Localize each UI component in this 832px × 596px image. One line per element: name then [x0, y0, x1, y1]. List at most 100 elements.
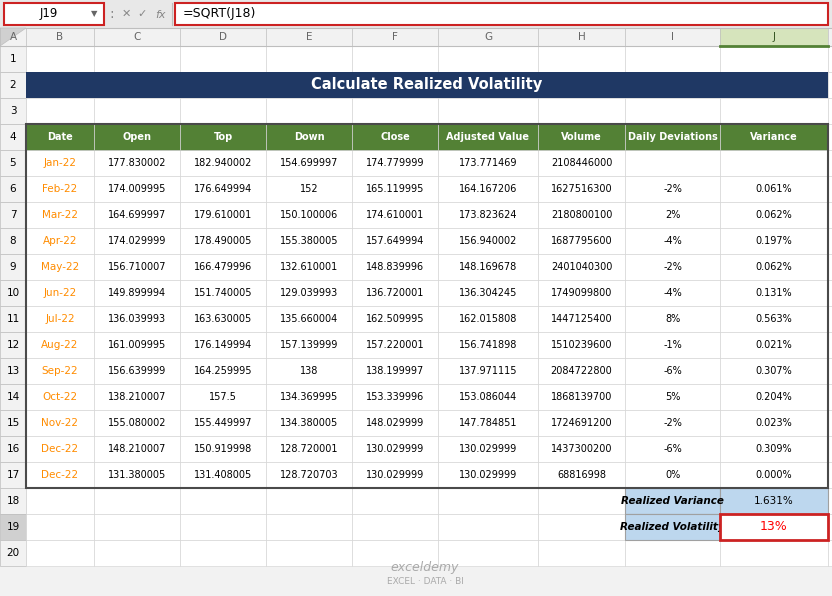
Bar	[720, 358, 828, 384]
Bar	[266, 462, 352, 488]
Bar	[266, 72, 352, 98]
Bar	[625, 514, 720, 540]
Text: Variance: Variance	[750, 132, 798, 142]
Bar	[0, 462, 26, 488]
Bar	[94, 124, 180, 150]
Text: 166.479996: 166.479996	[194, 262, 252, 272]
Text: 2108446000: 2108446000	[551, 158, 612, 168]
Text: 2180800100: 2180800100	[551, 210, 612, 220]
Bar	[94, 332, 180, 358]
Text: 174.779999: 174.779999	[366, 158, 424, 168]
Bar	[538, 124, 625, 150]
Bar	[720, 202, 828, 228]
Text: 3: 3	[10, 106, 17, 116]
Bar	[94, 228, 180, 254]
Bar	[180, 280, 266, 306]
Bar	[94, 462, 180, 488]
Text: ✕: ✕	[121, 9, 131, 19]
Bar	[538, 332, 625, 358]
Bar	[4, 3, 104, 25]
Bar	[180, 462, 266, 488]
Text: 1510239600: 1510239600	[551, 340, 612, 350]
Text: 16: 16	[7, 444, 20, 454]
Bar	[26, 46, 94, 72]
Text: 14: 14	[7, 392, 20, 402]
Bar	[94, 540, 180, 566]
Bar	[438, 514, 538, 540]
Text: 0%: 0%	[665, 470, 680, 480]
Text: 1447125400: 1447125400	[551, 314, 612, 324]
Text: 8: 8	[10, 236, 17, 246]
Bar	[352, 410, 438, 436]
Bar	[625, 306, 720, 332]
Text: 8%: 8%	[665, 314, 680, 324]
Bar	[352, 176, 438, 202]
Text: 13: 13	[7, 366, 20, 376]
Bar	[94, 46, 180, 72]
Bar	[0, 254, 26, 280]
Bar	[828, 514, 832, 540]
Bar	[438, 462, 538, 488]
Bar	[94, 358, 180, 384]
Text: 176.649994: 176.649994	[194, 184, 252, 194]
Bar	[266, 306, 352, 332]
Bar	[438, 124, 538, 150]
Text: Jan-22: Jan-22	[43, 158, 77, 168]
Text: -4%: -4%	[663, 236, 682, 246]
Bar	[26, 410, 94, 436]
Text: Top: Top	[213, 132, 233, 142]
Text: Mar-22: Mar-22	[42, 210, 78, 220]
Text: 150.100006: 150.100006	[280, 210, 338, 220]
Bar	[0, 540, 26, 566]
Bar	[438, 202, 538, 228]
Bar	[625, 410, 720, 436]
Text: 134.380005: 134.380005	[280, 418, 338, 428]
Text: 15: 15	[7, 418, 20, 428]
Bar	[94, 306, 180, 332]
Bar	[625, 228, 720, 254]
Bar	[828, 176, 832, 202]
Text: 151.740005: 151.740005	[194, 288, 252, 298]
Text: 148.839996: 148.839996	[366, 262, 424, 272]
Text: May-22: May-22	[41, 262, 79, 272]
Bar	[438, 72, 538, 98]
Text: 1724691200: 1724691200	[551, 418, 612, 428]
Text: 4: 4	[10, 132, 17, 142]
Bar	[538, 202, 625, 228]
Bar	[180, 514, 266, 540]
Text: EXCEL · DATA · BI: EXCEL · DATA · BI	[387, 576, 463, 585]
Text: Open: Open	[122, 132, 151, 142]
Bar	[0, 332, 26, 358]
Bar	[26, 358, 94, 384]
Text: 1868139700: 1868139700	[551, 392, 612, 402]
Bar	[625, 280, 720, 306]
Bar	[180, 306, 266, 332]
Bar	[0, 124, 26, 150]
Text: Dec-22: Dec-22	[42, 470, 78, 480]
Text: F: F	[392, 32, 398, 42]
Bar	[720, 98, 828, 124]
Bar	[180, 332, 266, 358]
Bar	[352, 228, 438, 254]
Bar	[180, 98, 266, 124]
Text: 164.167206: 164.167206	[458, 184, 518, 194]
Bar	[828, 124, 832, 150]
Bar	[352, 72, 438, 98]
Text: 135.660004: 135.660004	[280, 314, 338, 324]
Bar	[625, 514, 720, 540]
Bar	[94, 514, 180, 540]
Text: Apr-22: Apr-22	[42, 236, 77, 246]
Bar	[352, 202, 438, 228]
Text: J19: J19	[40, 8, 58, 20]
Bar	[828, 46, 832, 72]
Text: 136.304245: 136.304245	[458, 288, 518, 298]
Bar	[720, 124, 828, 150]
Bar	[180, 124, 266, 150]
Bar	[720, 514, 828, 540]
Text: 157.649994: 157.649994	[366, 236, 424, 246]
Bar	[352, 46, 438, 72]
Text: 148.029999: 148.029999	[366, 418, 424, 428]
Bar	[94, 176, 180, 202]
Bar	[266, 254, 352, 280]
Text: 20: 20	[7, 548, 20, 558]
